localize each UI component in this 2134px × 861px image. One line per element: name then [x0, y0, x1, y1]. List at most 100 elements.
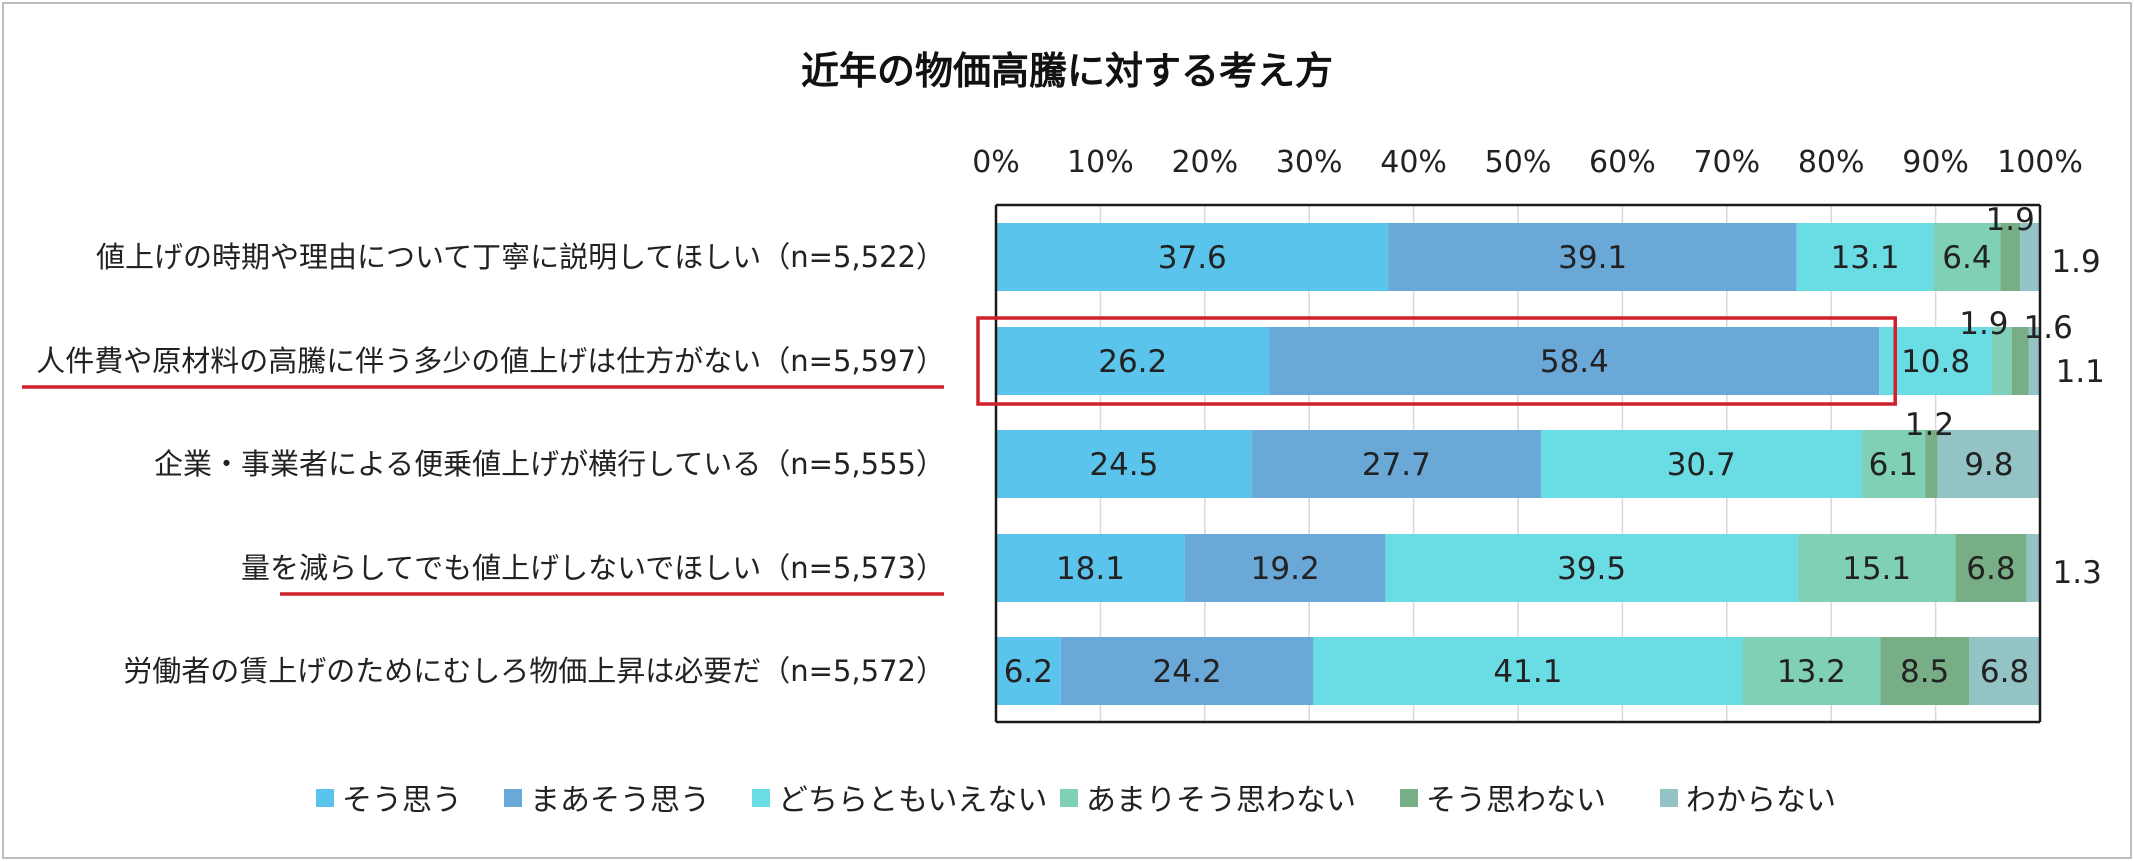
data-label: 15.1 — [1842, 551, 1911, 587]
bar-segment — [1388, 223, 1797, 291]
bar-segment — [1880, 637, 1970, 705]
data-label: 41.1 — [1493, 654, 1562, 690]
data-label: 9.8 — [1964, 447, 2013, 483]
legend-label: どちらともいえない — [778, 783, 1047, 818]
x-tick-label: 100% — [1997, 145, 2083, 180]
category-label: 企業・事業者による便乗値上げが横行している（n=5,555） — [154, 447, 945, 481]
x-tick-label: 70% — [1693, 145, 1760, 180]
bar-segment — [1742, 637, 1881, 705]
bar-segment — [2011, 327, 2029, 395]
bar-segment — [1060, 637, 1314, 705]
legend-label: わからない — [1686, 783, 1836, 818]
chart-title: 近年の物価高騰に対する考え方 — [801, 49, 1333, 93]
data-label: 10.8 — [1901, 344, 1970, 380]
category-label: 労働者の賃上げのためにむしろ物価上昇は必要だ（n=5,572） — [123, 654, 945, 688]
bar-segment — [1955, 534, 2027, 602]
data-label: 30.7 — [1667, 447, 1736, 483]
legend-label: そう思う — [342, 783, 462, 818]
x-tick-label: 60% — [1589, 145, 1656, 180]
legend-swatch — [1660, 789, 1678, 807]
bar-segment — [1184, 534, 1386, 602]
data-label: 26.2 — [1098, 344, 1167, 380]
legend-label: あまりそう思わない — [1086, 783, 1356, 818]
legend-swatch — [316, 789, 334, 807]
bar-segment — [1797, 534, 1956, 602]
data-label: 58.4 — [1540, 344, 1609, 380]
legend-swatch — [752, 789, 770, 807]
x-tick-label: 40% — [1380, 145, 1447, 180]
bar-segment — [2026, 534, 2040, 602]
data-label: 1.9 — [2051, 244, 2100, 280]
x-tick-label: 80% — [1798, 145, 1865, 180]
bar-segment — [2028, 327, 2040, 395]
x-tick-label: 10% — [1067, 145, 1134, 180]
category-label: 量を減らしてでも値上げしないでほしい（n=5,573） — [241, 551, 945, 585]
data-label: 19.2 — [1251, 551, 1320, 587]
data-label: 39.1 — [1558, 240, 1627, 276]
bar-segment — [1879, 327, 1992, 395]
data-label: 6.8 — [1966, 551, 2015, 587]
bar-segment — [996, 534, 1185, 602]
bar-segment — [1796, 223, 1934, 291]
bar-segment — [996, 327, 1270, 395]
data-label: 1.1 — [2056, 354, 2105, 390]
bar-segment — [2020, 223, 2040, 291]
data-label: 27.7 — [1362, 447, 1431, 483]
data-label: 6.4 — [1942, 240, 1991, 276]
category-labels: 値上げの時期や理由について丁寧に説明してほしい（n=5,522） 人件費や原材料の… — [36, 240, 945, 688]
x-tick-label: 90% — [1902, 145, 1969, 180]
data-label: 1.9 — [1986, 202, 2035, 238]
x-tick-label: 50% — [1485, 145, 1552, 180]
x-tick-label: 0% — [972, 145, 1020, 180]
bar-segment — [1937, 430, 2040, 498]
bar-segment — [1251, 430, 1541, 498]
bar-segment — [2000, 223, 2021, 291]
data-label: 39.5 — [1557, 551, 1626, 587]
bar-segment — [1925, 430, 1938, 498]
bar-segment — [996, 223, 1389, 291]
category-label: 人件費や原材料の高騰に伴う多少の値上げは仕方がない（n=5,597） — [36, 344, 945, 378]
bar-segment — [1313, 637, 1743, 705]
bar-segment — [1969, 637, 2040, 705]
legend: そう思う まあそう思う どちらともいえない あまりそう思わない そう思わない わからない — [316, 783, 1836, 818]
x-tick-labels: 0% 10% 20% 30% 40% 50% 60% 70% 80% 90% 100% — [972, 145, 2083, 180]
data-label: 1.3 — [2053, 555, 2102, 591]
data-label: 24.5 — [1089, 447, 1158, 483]
data-label: 6.8 — [1980, 654, 2029, 690]
data-label: 8.5 — [1900, 654, 1949, 690]
legend-swatch — [1060, 789, 1078, 807]
data-label: 37.6 — [1158, 240, 1227, 276]
data-label: 6.1 — [1869, 447, 1918, 483]
bar-segment — [1861, 430, 1926, 498]
bar-segment — [996, 430, 1252, 498]
legend-swatch — [504, 789, 522, 807]
bars — [996, 223, 2040, 705]
data-label: 24.2 — [1153, 654, 1222, 690]
bar-segment — [1385, 534, 1798, 602]
data-label: 13.2 — [1777, 654, 1846, 690]
highlight-box — [976, 316, 1897, 406]
bar-segment — [1991, 327, 2012, 395]
data-label: 1.6 — [2024, 310, 2073, 346]
data-label: 1.9 — [1959, 306, 2008, 342]
bar-segment — [1540, 430, 1862, 498]
legend-label: そう思わない — [1426, 783, 1606, 818]
category-label: 値上げの時期や理由について丁寧に説明してほしい（n=5,522） — [96, 240, 945, 274]
axes — [994, 203, 2042, 724]
bar-segment — [1269, 327, 1880, 395]
bar-segment — [1933, 223, 2001, 291]
legend-label: まあそう思う — [530, 783, 710, 818]
data-label: 1.2 — [1905, 407, 1954, 443]
x-tick-label: 30% — [1276, 145, 1343, 180]
bar-segment — [996, 637, 1061, 705]
data-label: 18.1 — [1056, 551, 1125, 587]
data-label: 6.2 — [1004, 654, 1053, 690]
data-label: 13.1 — [1831, 240, 1900, 276]
highlights — [22, 316, 1897, 596]
legend-swatch — [1400, 789, 1418, 807]
x-tick-label: 20% — [1171, 145, 1238, 180]
data-labels: 37.6 39.1 13.1 6.41.91.926.2 58.4 10.81.9 1.61… — [1004, 202, 2105, 690]
